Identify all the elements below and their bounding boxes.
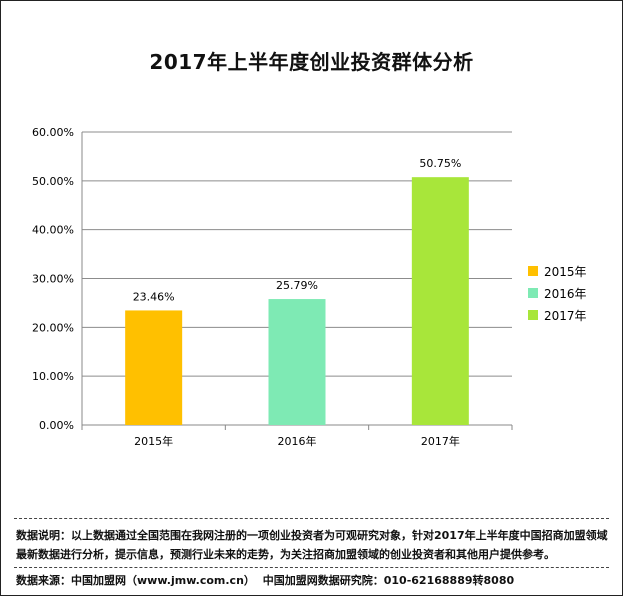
- legend-label-2016: 2016年: [544, 286, 587, 301]
- y-tick-label: 30.00%: [32, 273, 74, 286]
- data-note-line2: 最新数据进行分析，提示信息，预测行业未来的走势，为关注招商加盟领域的创业投资者和…: [16, 548, 555, 561]
- source-label: 数据来源：中国加盟网（www.jmw.com.cn）: [16, 574, 255, 587]
- data-label: 23.46%: [133, 290, 175, 303]
- legend-swatch-2017: [528, 310, 538, 320]
- legend-label-2017: 2017年: [544, 308, 587, 323]
- y-tick-label: 60.00%: [32, 126, 74, 139]
- data-source: 数据来源：中国加盟网（www.jmw.com.cn） 中国加盟网数据研究院：01…: [16, 572, 518, 588]
- data-label: 50.75%: [419, 157, 461, 170]
- y-tick-label: 50.00%: [32, 175, 74, 188]
- legend-item-2016: 2016年: [528, 282, 587, 304]
- divider-bottom: [14, 567, 609, 568]
- x-tick-label: 2017年: [421, 434, 460, 448]
- chart-legend: 2015年 2016年 2017年: [528, 260, 587, 326]
- data-note-line1: 数据说明：以上数据通过全国范围在我网注册的一项创业投资者为可观研究对象，针对20…: [16, 529, 608, 542]
- y-tick-label: 0.00%: [39, 419, 74, 432]
- legend-swatch-2015: [528, 266, 538, 276]
- bar-2016年: [268, 299, 326, 425]
- y-tick-label: 20.00%: [32, 321, 74, 334]
- legend-item-2015: 2015年: [528, 260, 587, 282]
- divider-top: [14, 518, 609, 519]
- chart-title: 2017年上半年度创业投资群体分析: [149, 50, 474, 74]
- bar-2015年: [125, 310, 183, 425]
- legend-swatch-2016: [528, 288, 538, 298]
- legend-label-2015: 2015年: [544, 264, 587, 279]
- data-label: 25.79%: [276, 279, 318, 292]
- x-tick-label: 2016年: [278, 434, 317, 448]
- legend-item-2017: 2017年: [528, 304, 587, 326]
- y-tick-label: 10.00%: [32, 370, 74, 383]
- bar-2017年: [411, 177, 469, 425]
- x-tick-label: 2015年: [134, 434, 173, 448]
- y-tick-label: 40.00%: [32, 224, 74, 237]
- institute-contact: 中国加盟网数据研究院：010-62168889转8080: [262, 574, 515, 587]
